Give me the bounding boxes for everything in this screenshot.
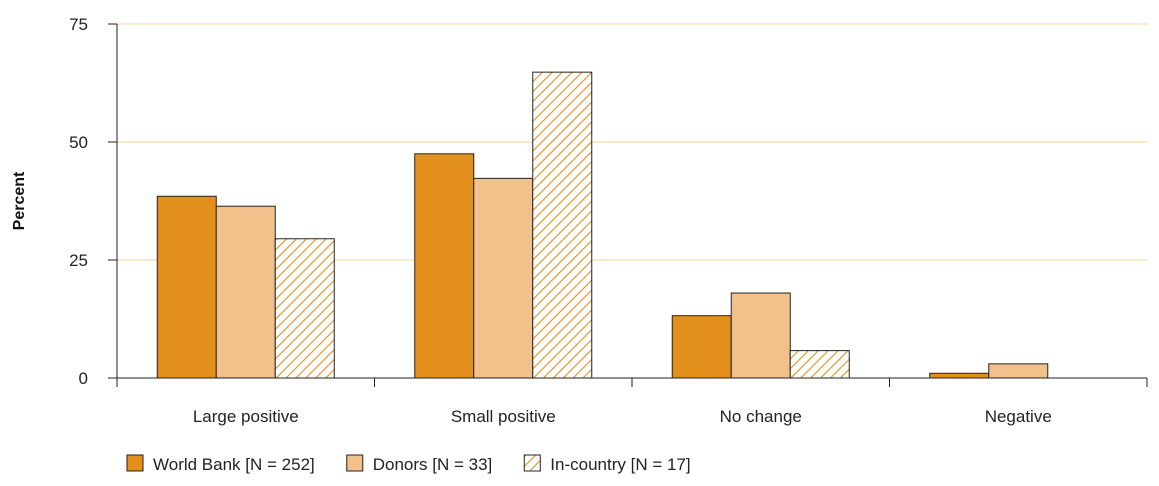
bar [929, 372, 990, 379]
bar [988, 363, 1049, 379]
legend-label: World Bank [N = 252] [153, 455, 315, 474]
legend-label: Donors [N = 33] [373, 455, 493, 474]
legend: World Bank [N = 252] Donors [N = 33] In-co… [126, 454, 691, 474]
bar [414, 153, 475, 379]
y-axis-title: Percent [11, 171, 28, 230]
y-tick-labels: 0 25 50 75 [69, 15, 88, 388]
bar [215, 205, 276, 379]
bar [789, 350, 850, 379]
y-tick-label: 25 [69, 251, 88, 270]
y-tick-label: 50 [69, 133, 88, 152]
x-tick-labels: Large positive Small positive No change Neg… [193, 407, 1052, 426]
legend-label: In-country [N = 17] [550, 455, 690, 474]
legend-swatch [523, 454, 541, 472]
x-tick-label: Large positive [193, 407, 299, 426]
bar [671, 315, 732, 379]
bar [532, 71, 593, 379]
y-tick-label: 0 [79, 369, 88, 388]
bar [730, 292, 791, 379]
x-tick-label: No change [720, 407, 802, 426]
bar [274, 238, 335, 379]
bar [473, 177, 534, 379]
y-tick-label: 75 [69, 15, 88, 34]
legend-swatch [126, 454, 144, 472]
x-tick-label: Negative [985, 407, 1052, 426]
axes [108, 23, 1148, 387]
x-tick-label: Small positive [451, 407, 556, 426]
bar [156, 195, 217, 379]
bars [156, 71, 1049, 379]
legend-swatch [346, 454, 364, 472]
